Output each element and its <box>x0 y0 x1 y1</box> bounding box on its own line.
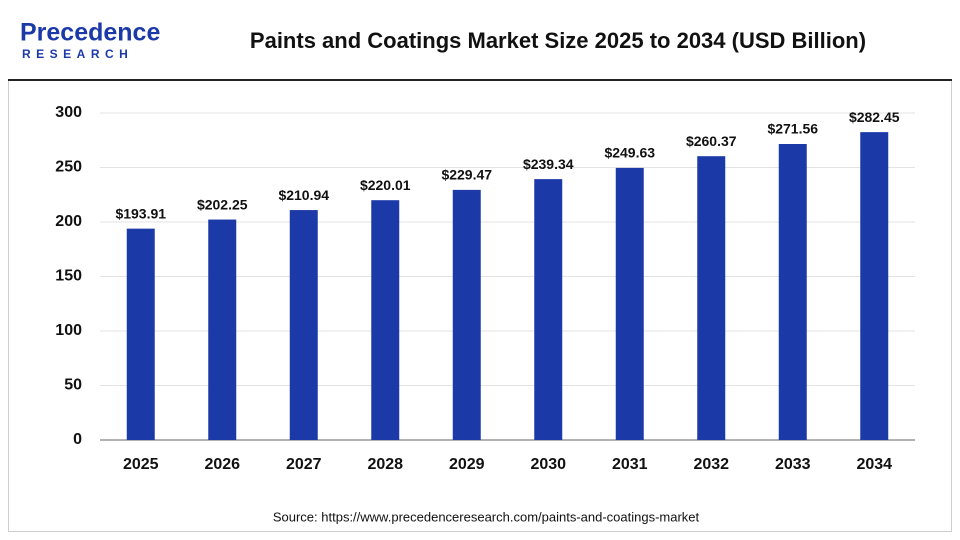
y-tick-label: 200 <box>55 213 82 230</box>
x-tick-label: 2032 <box>693 456 729 473</box>
bar <box>208 219 237 440</box>
x-tick-label: 2033 <box>775 456 811 473</box>
bar <box>534 179 563 441</box>
value-label: $239.34 <box>523 156 574 172</box>
bar <box>615 167 644 440</box>
value-label: $229.47 <box>441 167 492 183</box>
y-tick-label: 300 <box>55 104 82 121</box>
brand-tagline: RESEARCH <box>22 47 133 61</box>
chart-title: Paints and Coatings Market Size 2025 to … <box>250 28 866 53</box>
value-label: $220.01 <box>360 177 411 193</box>
x-tick-label: 2031 <box>612 456 648 473</box>
value-label: $271.56 <box>767 121 818 137</box>
bar <box>860 132 889 440</box>
value-label: $249.63 <box>604 145 655 161</box>
x-tick-label: 2029 <box>449 456 485 473</box>
brand-name: Precedence <box>20 19 160 47</box>
y-tick-label: 150 <box>55 268 82 285</box>
value-label: $193.91 <box>115 205 166 221</box>
bar <box>697 156 726 440</box>
y-tick-label: 100 <box>55 322 82 339</box>
value-label: $282.45 <box>849 109 900 125</box>
bar <box>371 200 400 440</box>
x-tick-label: 2027 <box>286 456 322 473</box>
y-tick-label: 250 <box>55 159 82 176</box>
bar <box>452 189 481 440</box>
bar <box>778 143 807 440</box>
x-tick-label: 2025 <box>123 456 159 473</box>
source-note: Source: https://www.precedenceresearch.c… <box>273 509 700 524</box>
value-label: $210.94 <box>278 187 329 203</box>
x-tick-label: 2030 <box>530 456 566 473</box>
value-label: $260.37 <box>686 133 737 149</box>
value-label: $202.25 <box>197 196 248 212</box>
x-tick-label: 2026 <box>204 456 240 473</box>
bar <box>289 210 318 440</box>
x-tick-label: 2034 <box>856 456 892 473</box>
y-tick-label: 0 <box>73 431 82 448</box>
x-tick-label: 2028 <box>367 456 403 473</box>
y-tick-label: 50 <box>64 377 82 394</box>
bar <box>126 228 155 440</box>
